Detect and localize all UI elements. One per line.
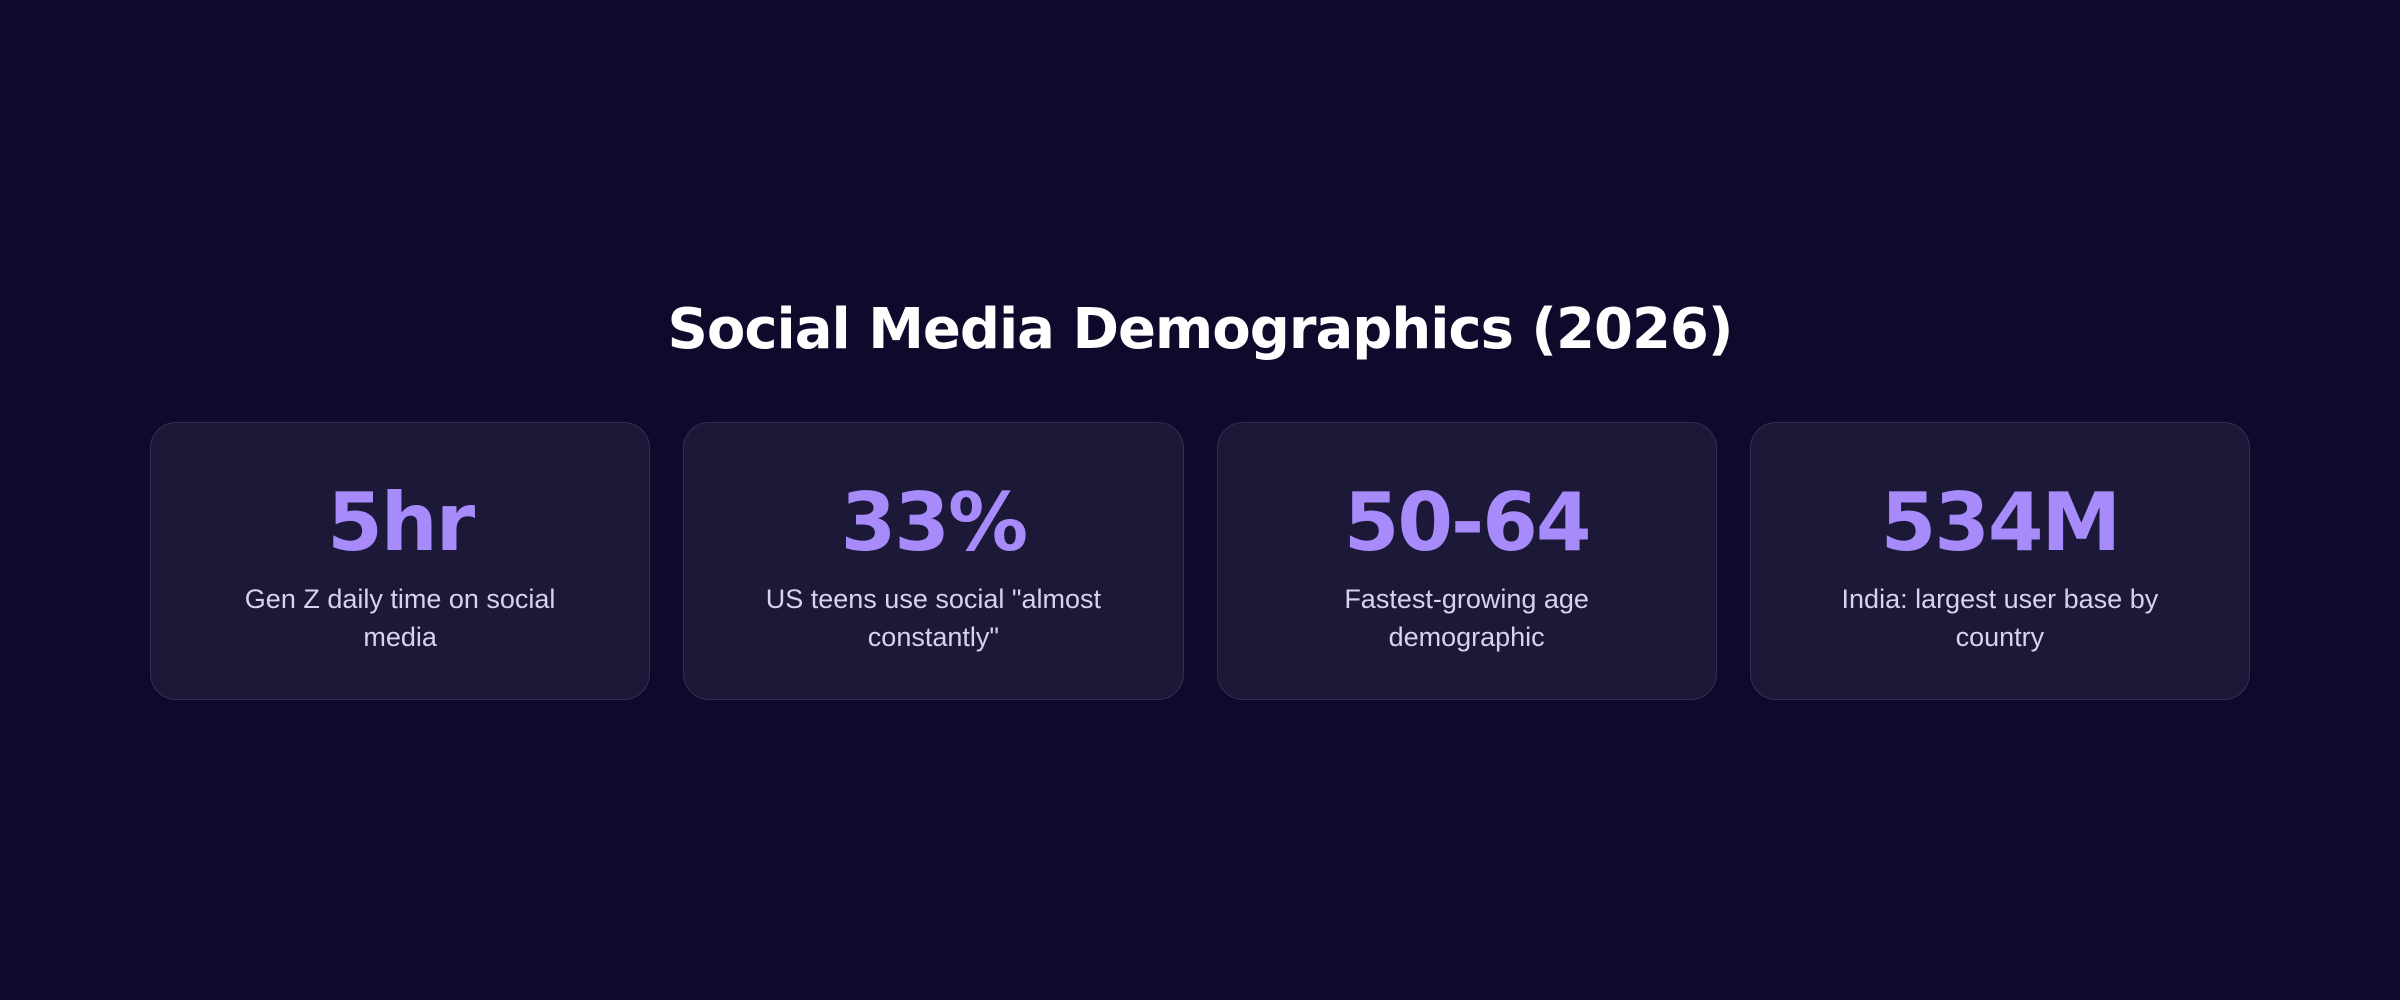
stat-value: 534M — [1880, 476, 2122, 569]
stat-label: US teens use social "almost constantly" — [765, 584, 1101, 652]
stat-label: Gen Z daily time on social media — [244, 584, 556, 652]
stat-value: 50-64 — [1343, 476, 1592, 569]
stat-value: 33% — [840, 476, 1028, 569]
stat-value: 5hr — [327, 476, 475, 569]
stat-label: India: largest user base by country — [1841, 584, 2159, 652]
stat-card: 33% US teens use social "almost constant… — [683, 422, 1184, 700]
stat-card: 5hr Gen Z daily time on social media — [150, 422, 651, 700]
page-title: Social Media Demographics (2026) — [667, 297, 1734, 362]
stat-label: Fastest-growing age demographic — [1344, 584, 1589, 652]
stat-cards: 5hr Gen Z daily time on social media 33%… — [150, 422, 2250, 702]
stat-card: 534M India: largest user base by country — [1749, 422, 2250, 700]
stat-card: 50-64 Fastest-growing age demographic — [1216, 422, 1717, 700]
